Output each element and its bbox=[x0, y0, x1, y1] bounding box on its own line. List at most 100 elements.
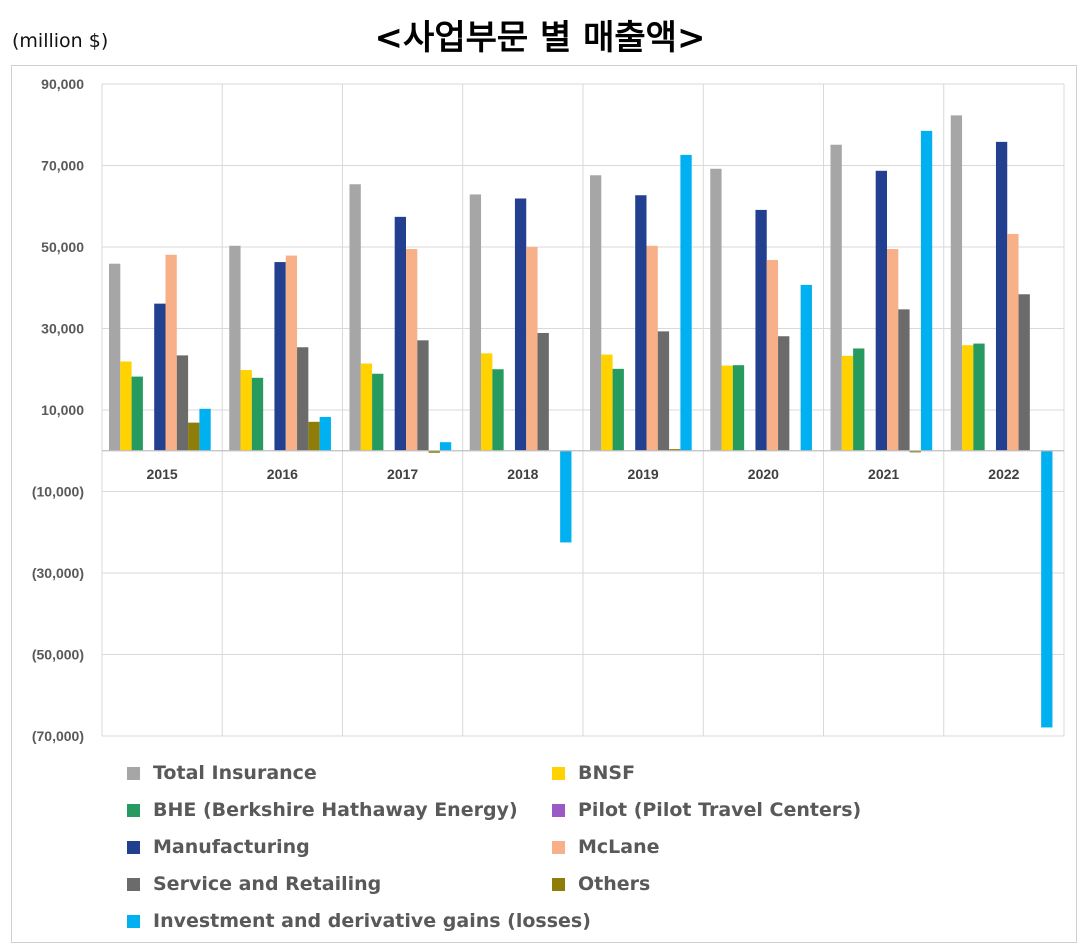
y-tick-label: 90,000 bbox=[41, 76, 84, 92]
bar-bnsf-2016 bbox=[240, 370, 252, 451]
bar-manufacturing-2021 bbox=[875, 170, 887, 451]
bar-total-insurance-2021 bbox=[830, 144, 842, 451]
bar-investment-and-derivative-gains-losses--2017 bbox=[439, 442, 452, 451]
bar-manufacturing-2022 bbox=[995, 141, 1008, 451]
legend-label: Service and Retailing bbox=[153, 873, 382, 895]
x-category-label: 2021 bbox=[868, 466, 899, 482]
y-tick-label: 10,000 bbox=[41, 402, 84, 418]
legend-swatch bbox=[552, 803, 565, 817]
bar-investment-and-derivative-gains-losses--2015 bbox=[199, 408, 211, 451]
bar-bnsf-2017 bbox=[360, 363, 373, 451]
bar-others-2017 bbox=[428, 450, 440, 453]
bar-bhe-berkshire-hathaway-energy--2018 bbox=[492, 369, 504, 451]
legend-item: BNSF bbox=[552, 758, 635, 788]
bar-mclane-2015 bbox=[165, 254, 177, 451]
bar-service-and-retailing-2018 bbox=[537, 332, 549, 451]
legend-item: Others bbox=[552, 869, 650, 899]
bar-investment-and-derivative-gains-losses--2018 bbox=[560, 450, 572, 543]
legend-item: Manufacturing bbox=[127, 832, 310, 862]
legend-swatch bbox=[552, 766, 565, 780]
legend-label: Manufacturing bbox=[153, 836, 310, 858]
y-tick-label: (70,000) bbox=[32, 728, 84, 744]
bar-manufacturing-2016 bbox=[274, 262, 286, 451]
bar-mclane-2016 bbox=[285, 255, 298, 451]
bar-bnsf-2020 bbox=[721, 365, 733, 451]
axis-layer: 90,000 70,000 50,000 30,000 10,000 (10,000) (3… bbox=[32, 76, 1064, 744]
legend-item: Total Insurance bbox=[127, 758, 317, 788]
bar-mclane-2019 bbox=[646, 245, 658, 451]
bar-total-insurance-2018 bbox=[469, 194, 482, 451]
bar-bhe-berkshire-hathaway-energy--2019 bbox=[612, 368, 624, 451]
legend-label: McLane bbox=[578, 836, 660, 858]
legend-swatch bbox=[127, 766, 140, 780]
bar-total-insurance-2016 bbox=[229, 245, 241, 451]
x-category-label: 2015 bbox=[147, 466, 178, 482]
bar-investment-and-derivative-gains-losses--2019 bbox=[680, 154, 692, 451]
bar-bnsf-2022 bbox=[962, 345, 974, 451]
legend-label: BNSF bbox=[578, 762, 636, 784]
bar-bnsf-2015 bbox=[120, 361, 132, 451]
legend-item: Pilot (Pilot Travel Centers) bbox=[552, 795, 861, 825]
x-category-label: 2022 bbox=[988, 466, 1019, 482]
legend-swatch bbox=[127, 803, 140, 817]
bar-bnsf-2021 bbox=[841, 355, 854, 451]
bar-manufacturing-2019 bbox=[635, 195, 647, 451]
bar-bhe-berkshire-hathaway-energy--2020 bbox=[732, 365, 745, 451]
x-category-label: 2020 bbox=[748, 466, 779, 482]
bar-service-and-retailing-2015 bbox=[176, 355, 189, 451]
bar-total-insurance-2015 bbox=[109, 263, 121, 451]
bar-investment-and-derivative-gains-losses--2016 bbox=[319, 416, 331, 451]
bar-service-and-retailing-2016 bbox=[297, 347, 309, 451]
bar-investment-and-derivative-gains-losses--2022 bbox=[1041, 450, 1053, 728]
bar-mclane-2022 bbox=[1007, 233, 1019, 451]
bar-total-insurance-2022 bbox=[950, 115, 963, 451]
bar-bhe-berkshire-hathaway-energy--2015 bbox=[131, 376, 143, 451]
bar-manufacturing-2015 bbox=[154, 303, 166, 451]
bar-mclane-2017 bbox=[406, 249, 418, 451]
legend-item: Service and Retailing bbox=[127, 869, 381, 899]
bar-others-2015 bbox=[188, 422, 200, 451]
bar-total-insurance-2019 bbox=[590, 175, 602, 451]
bar-bhe-berkshire-hathaway-energy--2016 bbox=[251, 377, 264, 451]
bar-mclane-2021 bbox=[887, 249, 899, 451]
unit-label: (million $) bbox=[12, 30, 109, 52]
y-tick-label: 50,000 bbox=[41, 239, 84, 255]
legend-label: Total Insurance bbox=[153, 762, 317, 784]
legend-item: McLane bbox=[552, 832, 660, 862]
x-category-label: 2018 bbox=[507, 466, 538, 482]
y-tick-label: (10,000) bbox=[32, 484, 84, 500]
y-tick-label: (50,000) bbox=[32, 647, 84, 663]
legend-label: Pilot (Pilot Travel Centers) bbox=[578, 799, 862, 821]
x-category-label: 2017 bbox=[387, 466, 418, 482]
legend-swatch bbox=[552, 840, 565, 854]
bar-others-2019 bbox=[669, 449, 681, 451]
bar-service-and-retailing-2017 bbox=[417, 340, 429, 451]
legend-item: Investment and derivative gains (losses) bbox=[127, 906, 591, 936]
bar-bnsf-2019 bbox=[601, 354, 613, 451]
y-tick-label: 70,000 bbox=[41, 158, 84, 174]
legend-swatch bbox=[127, 877, 140, 891]
bar-others-2016 bbox=[308, 421, 320, 451]
bar-service-and-retailing-2020 bbox=[778, 336, 790, 451]
legend-swatch bbox=[552, 877, 565, 891]
legend-swatch bbox=[127, 914, 140, 928]
bar-service-and-retailing-2021 bbox=[898, 309, 910, 451]
chart-title: <사업부문 별 매출액> bbox=[374, 18, 706, 58]
bar-total-insurance-2020 bbox=[710, 168, 722, 451]
bar-others-2021 bbox=[909, 450, 921, 453]
y-tick-label: 30,000 bbox=[41, 321, 84, 337]
legend-label: Others bbox=[578, 873, 651, 895]
bars-layer bbox=[109, 115, 1053, 728]
bar-investment-and-derivative-gains-losses--2021 bbox=[920, 130, 933, 451]
legend-item: BHE (Berkshire Hathaway Energy) bbox=[127, 795, 518, 825]
legend-label: BHE (Berkshire Hathaway Energy) bbox=[153, 799, 518, 821]
bar-manufacturing-2020 bbox=[755, 209, 767, 451]
legend-swatch bbox=[127, 840, 140, 854]
y-tick-label: (30,000) bbox=[32, 565, 84, 581]
bar-manufacturing-2017 bbox=[394, 216, 406, 451]
bar-bhe-berkshire-hathaway-energy--2017 bbox=[372, 373, 384, 451]
bar-mclane-2020 bbox=[766, 260, 779, 451]
legend-label: Investment and derivative gains (losses) bbox=[153, 910, 591, 932]
bar-total-insurance-2017 bbox=[349, 184, 361, 451]
